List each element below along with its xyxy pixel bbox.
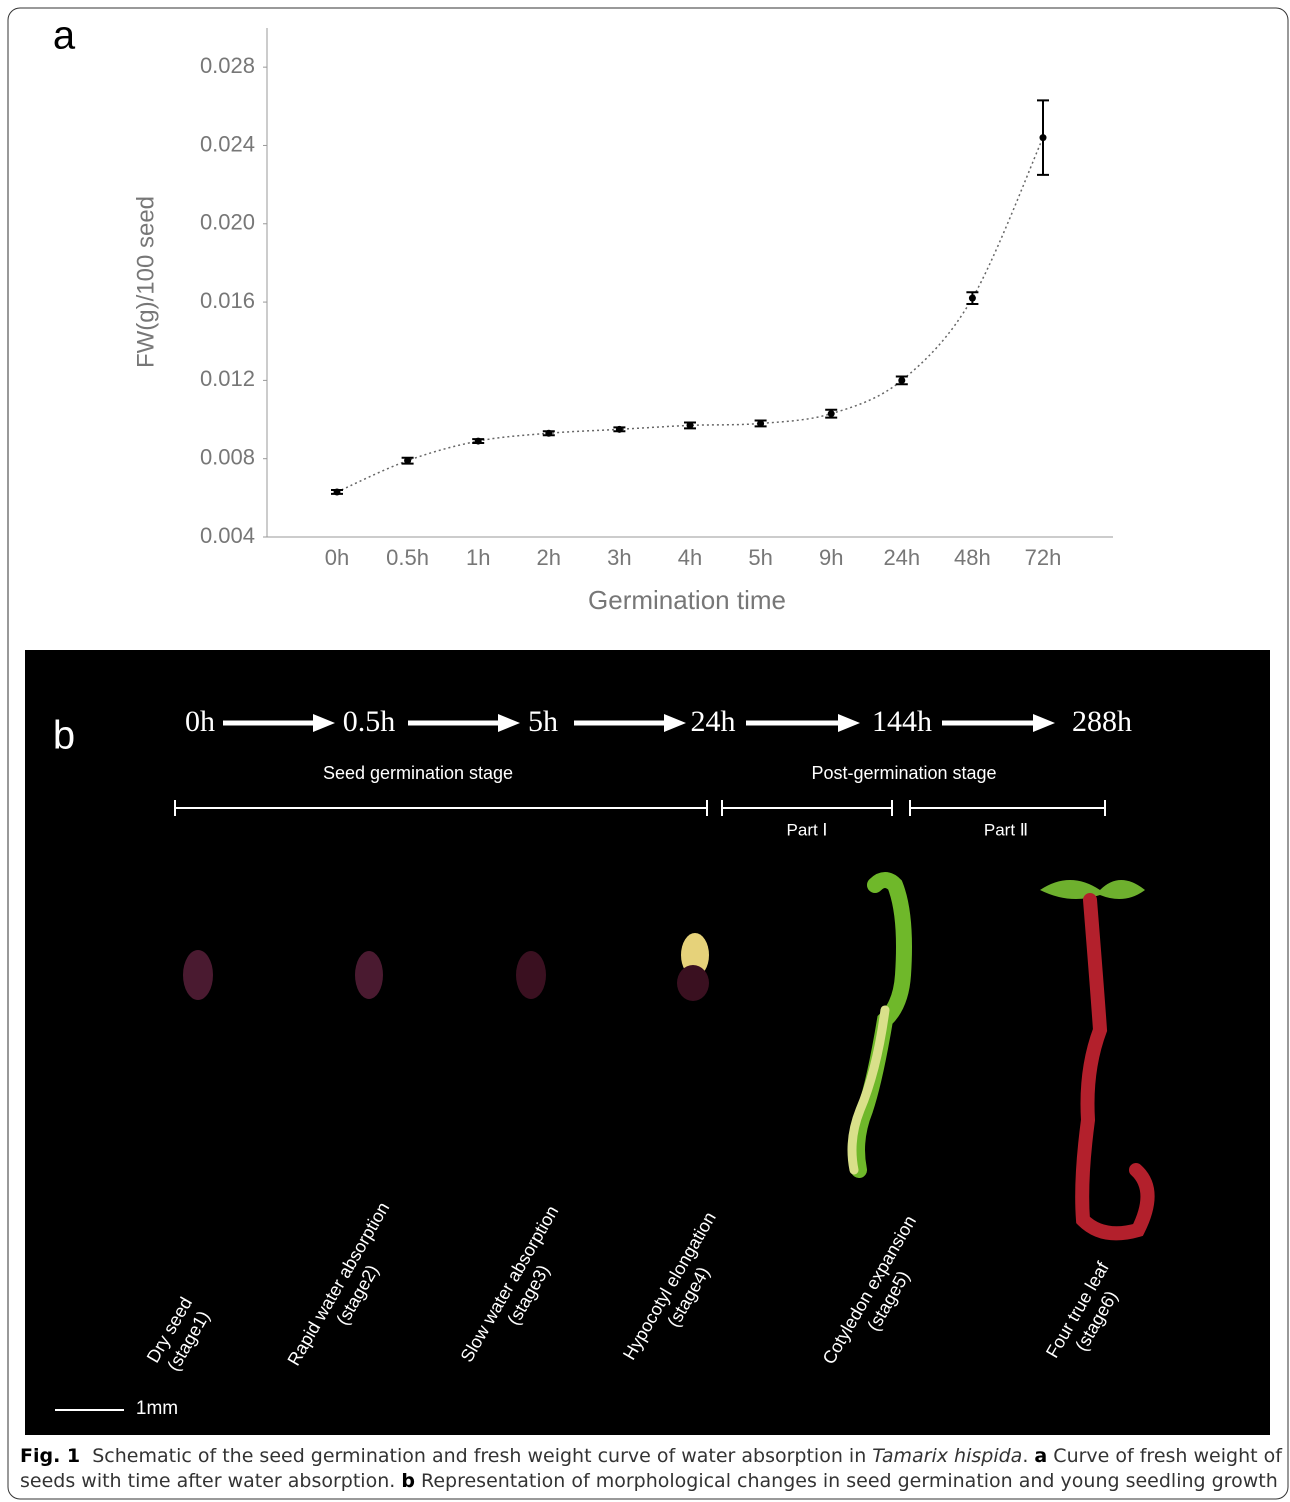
data-point	[1040, 134, 1047, 141]
scale-label: 1mm	[136, 1398, 178, 1419]
y-tick-label: 0.012	[200, 366, 255, 391]
phase-label: Seed germination stage	[323, 763, 513, 783]
time-label: 0.5h	[343, 705, 396, 738]
data-point	[757, 420, 764, 427]
part-label: Part Ⅰ	[787, 820, 828, 839]
x-tick-label: 2h	[537, 545, 561, 570]
caption: Fig. 1 Schematic of the seed germination…	[20, 1444, 1282, 1494]
data-point	[545, 430, 552, 437]
time-label: 5h	[528, 705, 558, 738]
x-tick-label: 1h	[466, 545, 490, 570]
data-point	[404, 457, 411, 464]
data-point	[969, 295, 976, 302]
y-tick-label: 0.004	[200, 523, 255, 548]
x-tick-label: 24h	[883, 545, 920, 570]
data-point	[334, 488, 341, 495]
data-point	[898, 377, 905, 384]
x-tick-label: 4h	[678, 545, 702, 570]
y-tick-label: 0.008	[200, 445, 255, 470]
caption-label: Fig. 1	[20, 1445, 80, 1467]
part-label: Part Ⅱ	[984, 820, 1028, 839]
data-point	[616, 426, 623, 433]
time-label: 24h	[691, 705, 736, 738]
x-axis-title: Germination time	[588, 585, 786, 615]
species: Tamarix hispida	[872, 1445, 1022, 1467]
phase-label: Post-germination stage	[811, 763, 996, 783]
caption-text: Schematic of the seed germination and fr…	[92, 1445, 866, 1467]
caption-panel: b	[401, 1470, 415, 1492]
x-tick-label: 0.5h	[386, 545, 429, 570]
caption-panel: a	[1034, 1445, 1047, 1467]
x-tick-label: 5h	[748, 545, 772, 570]
y-tick-label: 0.016	[200, 288, 255, 313]
caption-text: .	[1022, 1445, 1028, 1467]
trend-line	[337, 138, 1043, 492]
x-tick-label: 9h	[819, 545, 843, 570]
x-tick-label: 3h	[607, 545, 631, 570]
time-label: 288h	[1072, 705, 1132, 738]
data-point	[687, 422, 694, 429]
y-tick-label: 0.028	[200, 53, 255, 78]
time-label: 0h	[185, 705, 215, 738]
data-point	[828, 410, 835, 417]
x-tick-label: 72h	[1025, 545, 1062, 570]
y-axis-title: FW(g)/100 seed	[132, 196, 159, 368]
page: a FW(g)/100 seed Germination time b Seed…	[0, 0, 1290, 1502]
x-tick-label: 0h	[325, 545, 349, 570]
data-point	[475, 438, 482, 445]
caption-text: Representation of morphological changes …	[421, 1470, 1278, 1492]
time-label: 144h	[872, 705, 932, 738]
y-tick-label: 0.024	[200, 131, 255, 156]
figure: a FW(g)/100 seed Germination time b Seed…	[0, 0, 1290, 1502]
y-tick-label: 0.020	[200, 210, 255, 235]
panel-label: b	[53, 714, 75, 758]
panel-label: a	[53, 14, 76, 58]
x-tick-label: 48h	[954, 545, 991, 570]
